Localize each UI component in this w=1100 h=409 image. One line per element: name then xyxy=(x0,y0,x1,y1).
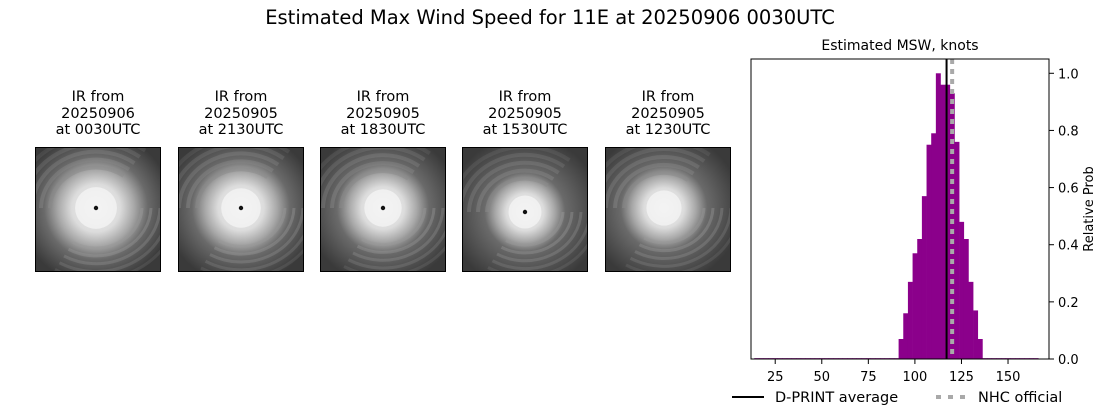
x-tick-label: 100 xyxy=(902,370,927,385)
x-tick-label: 25 xyxy=(767,370,784,385)
histogram-bar xyxy=(954,141,960,359)
x-tick-label: 150 xyxy=(996,370,1021,385)
y-tick-label: 1.0 xyxy=(1058,67,1079,82)
ir-panel-label-line3: at 2130UTC xyxy=(198,122,284,138)
ir-panel-label: IR from 20250905 at 1230UTC xyxy=(605,89,731,141)
ir-panel-label-line2: 20250905 xyxy=(204,105,278,122)
legend-nhc-label: NHC official xyxy=(978,390,1062,406)
histogram-bar xyxy=(945,84,951,359)
ir-panel-label-line2: 20250905 xyxy=(488,105,562,122)
plot-frame xyxy=(750,58,1050,360)
histogram-bar xyxy=(935,73,941,360)
ir-panel-label-line1: IR from xyxy=(641,89,695,105)
ir-panel-2: IR from 20250905 at 2130UTC xyxy=(178,89,304,272)
x-tick-label: 125 xyxy=(949,370,974,385)
histogram-bar xyxy=(921,196,927,359)
ir-panel-4: IR from 20250905 at 1530UTC xyxy=(462,89,588,272)
ir-panel-label-line2: 20250905 xyxy=(346,105,420,122)
ir-panel-5: IR from 20250905 at 1230UTC xyxy=(605,89,731,272)
ir-panel-label-line1: IR from xyxy=(71,89,125,105)
histogram-bar xyxy=(959,221,965,359)
x-tick-label: 50 xyxy=(814,370,831,385)
histogram-bar xyxy=(931,133,937,359)
histogram-bar xyxy=(903,313,909,359)
legend-dprint-label: D-PRINT average xyxy=(775,390,898,406)
satellite-ir-image xyxy=(320,147,446,272)
ir-panel-label-line1: IR from xyxy=(356,89,410,105)
ir-panel-label-line1: IR from xyxy=(498,89,552,105)
histogram-bar xyxy=(968,281,974,359)
y-tick-label: 0.0 xyxy=(1058,353,1079,368)
histogram-bar xyxy=(907,281,913,359)
ir-panel-label: IR from 20250905 at 2130UTC xyxy=(178,89,304,141)
y-axis-label: Relative Prob xyxy=(1082,166,1097,251)
y-tick-label: 0.2 xyxy=(1058,296,1079,311)
satellite-ir-image xyxy=(605,147,731,272)
histogram-bar xyxy=(926,144,932,359)
y-tick-label: 0.8 xyxy=(1058,124,1079,139)
chart-title: Estimated MSW, knots xyxy=(821,38,978,54)
x-tick-label: 75 xyxy=(860,370,877,385)
ir-panel-label: IR from 20250905 at 1830UTC xyxy=(320,89,446,141)
ir-panel-3: IR from 20250905 at 1830UTC xyxy=(320,89,446,272)
histogram-bar xyxy=(898,339,904,359)
satellite-ir-image xyxy=(178,147,304,272)
ir-panel-1: IR from 20250906 at 0030UTC xyxy=(35,89,161,272)
ir-panel-label-line2: 20250905 xyxy=(631,105,705,122)
ir-panel-label: IR from 20250906 at 0030UTC xyxy=(35,89,161,141)
satellite-ir-image xyxy=(462,147,588,272)
y-tick-label: 0.6 xyxy=(1058,182,1079,197)
histogram-bar xyxy=(917,239,923,359)
histogram-bar xyxy=(912,253,918,359)
histogram-bar xyxy=(973,310,979,359)
ir-panel-label-line3: at 1230UTC xyxy=(625,122,711,138)
y-tick-label: 0.4 xyxy=(1058,239,1079,254)
ir-panel-label-line3: at 1830UTC xyxy=(340,122,426,138)
histogram-bar xyxy=(977,339,983,359)
satellite-ir-image xyxy=(35,147,161,272)
ir-panel-label-line3: at 0030UTC xyxy=(55,122,141,138)
ir-panel-label: IR from 20250905 at 1530UTC xyxy=(462,89,588,141)
histogram-bar xyxy=(940,84,946,359)
histogram-bar xyxy=(949,93,955,360)
ir-panel-label-line1: IR from xyxy=(214,89,268,105)
histogram-bar xyxy=(963,239,969,359)
ir-panel-label-line2: 20250906 xyxy=(61,105,135,122)
ir-panel-label-line3: at 1530UTC xyxy=(482,122,568,138)
main-title: Estimated Max Wind Speed for 11E at 2025… xyxy=(265,6,835,29)
